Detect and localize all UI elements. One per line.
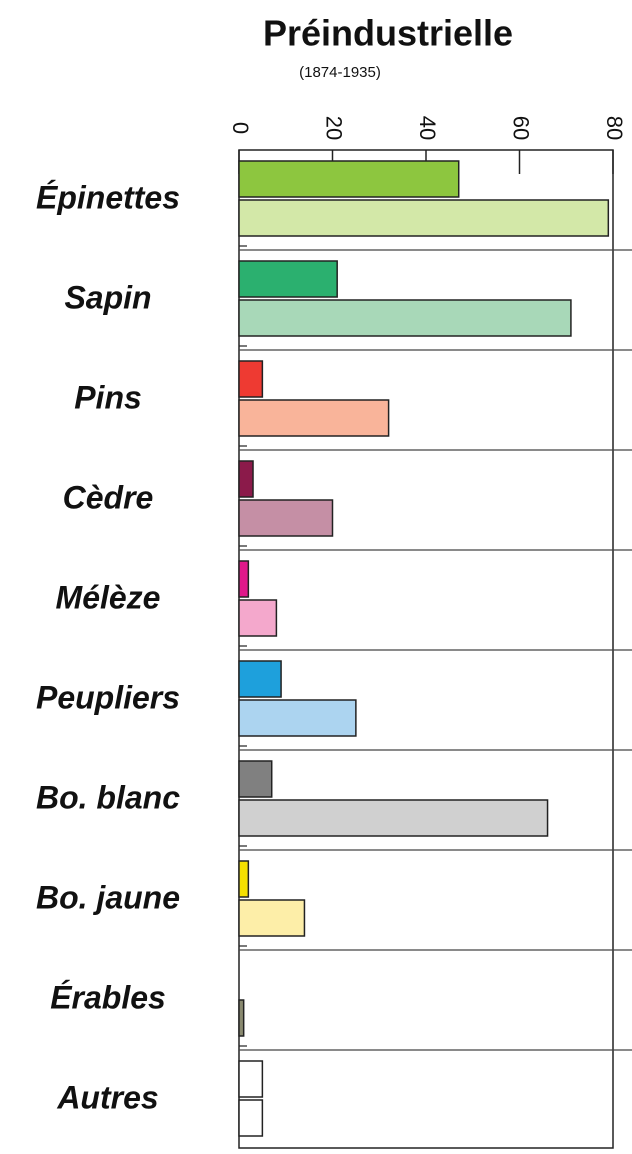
- bar: [238, 699, 357, 737]
- bar: [238, 599, 278, 637]
- bar: [238, 560, 250, 598]
- category-label: Bo. blanc: [36, 779, 180, 815]
- bar: [238, 499, 334, 537]
- x-tick-label: 40: [415, 116, 440, 140]
- bar: [238, 860, 250, 898]
- category-label: Autres: [56, 1079, 158, 1115]
- bar: [238, 1060, 264, 1098]
- bar: [238, 460, 254, 498]
- bar: [238, 660, 282, 698]
- bar: [238, 299, 572, 337]
- bar: [238, 399, 390, 437]
- x-tick-label: 60: [509, 116, 534, 140]
- category-label: Bo. jaune: [36, 879, 180, 915]
- bar: [238, 799, 549, 837]
- x-tick-label: 0: [228, 122, 253, 134]
- category-label: Pins: [74, 379, 142, 415]
- category-label: Peupliers: [36, 679, 180, 715]
- x-tick-label: 80: [602, 116, 627, 140]
- x-tick-label: 20: [322, 116, 347, 140]
- bar: [238, 899, 306, 937]
- bar: [238, 199, 610, 237]
- category-label: Érables: [50, 979, 166, 1015]
- bar: [238, 260, 338, 298]
- chart-title: Préindustrielle: [263, 13, 513, 54]
- chart-subtitle: (1874-1935): [299, 64, 381, 81]
- bar: [238, 360, 264, 398]
- bar: [238, 999, 245, 1037]
- category-label: Mélèze: [56, 579, 161, 615]
- bar: [238, 760, 273, 798]
- category-label: Sapin: [64, 279, 151, 315]
- bar: [238, 160, 460, 198]
- bar: [238, 1099, 264, 1137]
- category-label: Cèdre: [63, 479, 154, 515]
- category-label: Épinettes: [36, 179, 180, 215]
